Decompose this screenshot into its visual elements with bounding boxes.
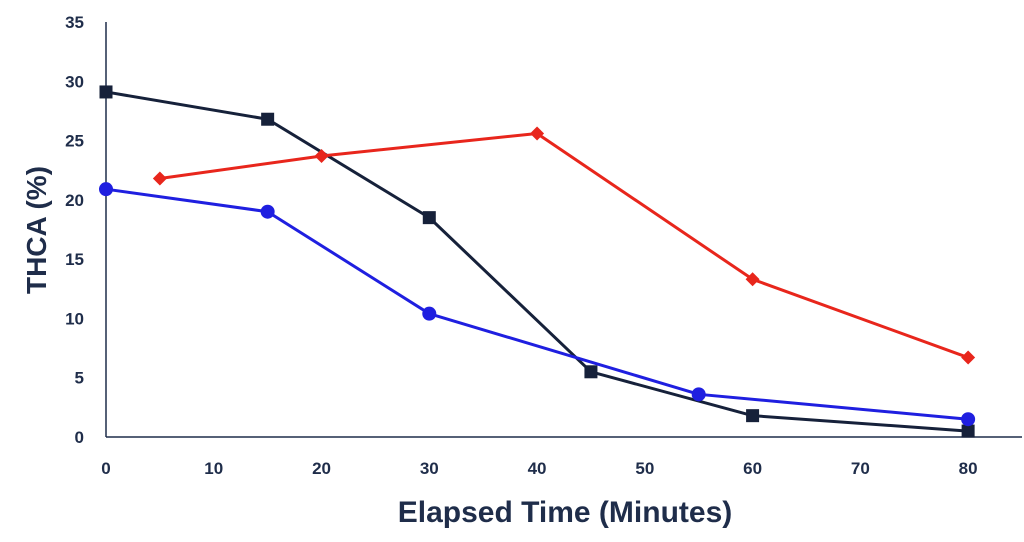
series-square (99, 85, 975, 438)
data-point (261, 112, 275, 126)
y-axis-title: THCA (%) (21, 166, 52, 294)
data-point (530, 126, 545, 141)
series-line (105, 90, 969, 433)
series-circle (99, 182, 976, 427)
x-axis-title: Elapsed Time (Minutes) (398, 496, 733, 529)
x-tick-label: 30 (420, 459, 439, 478)
y-tick-label: 25 (65, 132, 84, 151)
x-tick-label: 80 (959, 459, 978, 478)
data-point (961, 412, 976, 427)
data-point (961, 350, 976, 365)
series-line (105, 187, 969, 421)
x-tick-label: 50 (635, 459, 654, 478)
data-point (422, 211, 436, 225)
y-tick-label: 15 (65, 250, 84, 269)
y-tick-label: 5 (75, 369, 84, 388)
x-tick-label: 0 (101, 459, 110, 478)
data-point (99, 85, 113, 99)
x-tick-label: 70 (851, 459, 870, 478)
data-point (746, 409, 760, 423)
data-point (961, 424, 975, 438)
data-point (691, 387, 706, 402)
x-tick-label: 20 (312, 459, 331, 478)
axes (105, 22, 1022, 438)
data-point (99, 182, 113, 197)
data-point (422, 306, 437, 321)
data-point (260, 204, 275, 219)
series (99, 85, 976, 438)
y-tick-label: 35 (65, 13, 84, 32)
y-tick-label: 10 (65, 309, 84, 328)
data-point (584, 365, 598, 379)
y-tick-labels: 0 5 10 15 20 25 30 35 (65, 13, 84, 447)
series-diamond (152, 126, 976, 365)
y-tick-label: 0 (75, 428, 84, 447)
series-line (159, 131, 969, 359)
y-tick-label: 30 (65, 72, 84, 91)
x-tick-label: 10 (204, 459, 223, 478)
x-tick-labels: 0 10 20 30 40 50 60 70 80 (101, 459, 977, 478)
y-tick-label: 20 (65, 191, 84, 210)
x-tick-label: 60 (743, 459, 762, 478)
data-point (152, 171, 167, 186)
x-tick-label: 40 (528, 459, 547, 478)
data-point (314, 148, 329, 163)
data-point (745, 272, 760, 287)
